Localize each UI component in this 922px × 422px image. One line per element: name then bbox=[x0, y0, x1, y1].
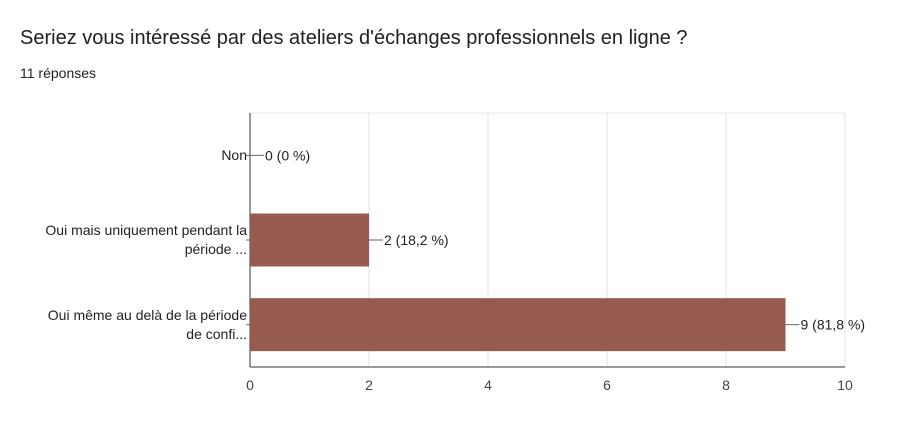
category-label-line: Non bbox=[221, 146, 247, 163]
data-label: 2 (18,2 %) bbox=[384, 232, 449, 248]
x-tick-label: 10 bbox=[837, 377, 853, 393]
x-tick-label: 2 bbox=[365, 377, 373, 393]
category-label-line: de confi... bbox=[186, 325, 247, 342]
category-label: Oui même au delà de la période de confi..… bbox=[17, 306, 247, 344]
bar bbox=[250, 298, 786, 352]
x-tick-label: 6 bbox=[603, 377, 611, 393]
x-tick-label: 8 bbox=[722, 377, 730, 393]
response-count: 11 réponses bbox=[20, 65, 97, 81]
category-label: Non bbox=[17, 146, 247, 165]
question-title: Seriez vous intéressé par des ateliers d… bbox=[20, 27, 688, 49]
category-label-line: période ... bbox=[184, 241, 247, 257]
data-label: 9 (81,8 %) bbox=[801, 317, 866, 333]
category-label-line: Oui mais uniquement pendant la bbox=[45, 222, 247, 238]
x-tick-label: 0 bbox=[246, 377, 254, 393]
x-tick-label: 4 bbox=[484, 377, 492, 393]
bar bbox=[250, 213, 369, 267]
category-label: Oui mais uniquement pendant la période ..… bbox=[17, 221, 247, 259]
data-label: 0 (0 %) bbox=[265, 147, 310, 163]
category-label-line: Oui même au delà de la période bbox=[47, 306, 247, 323]
